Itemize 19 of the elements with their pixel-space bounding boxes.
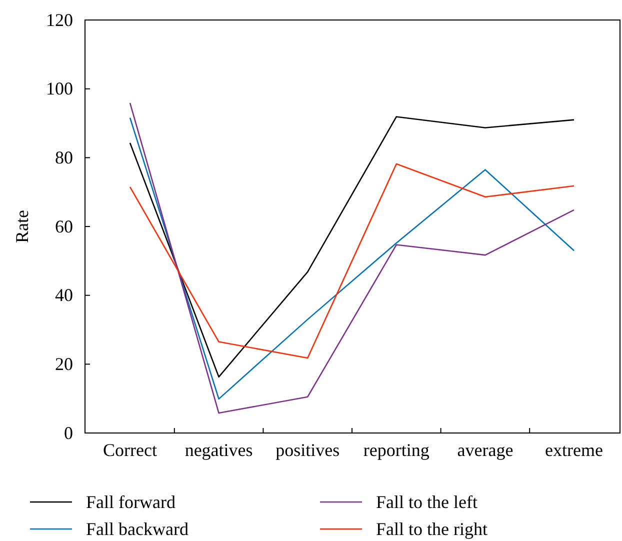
- x-tick-label: positives: [276, 440, 340, 460]
- y-axis-title: Rate: [12, 210, 32, 243]
- y-tick-label: 60: [55, 216, 73, 236]
- legend-label: Fall to the left: [376, 492, 478, 512]
- legend-label: Fall to the right: [376, 519, 488, 539]
- y-tick-label: 20: [55, 354, 73, 374]
- x-tick-label: average: [457, 440, 514, 460]
- y-tick-label: 80: [55, 147, 73, 168]
- legend-label: Fall backward: [86, 519, 188, 539]
- x-tick-label: reporting: [363, 440, 430, 460]
- y-tick-label: 40: [55, 285, 73, 306]
- y-tick-label: 120: [46, 10, 73, 30]
- x-tick-label: negatives: [184, 440, 253, 460]
- line-series: [129, 163, 575, 359]
- legend-label: Fall forward: [86, 492, 176, 512]
- y-tick-label: 0: [64, 422, 73, 443]
- y-tick-label: 100: [46, 78, 73, 99]
- x-tick-label: Correct: [103, 440, 157, 460]
- x-tick-label: extreme: [545, 440, 603, 460]
